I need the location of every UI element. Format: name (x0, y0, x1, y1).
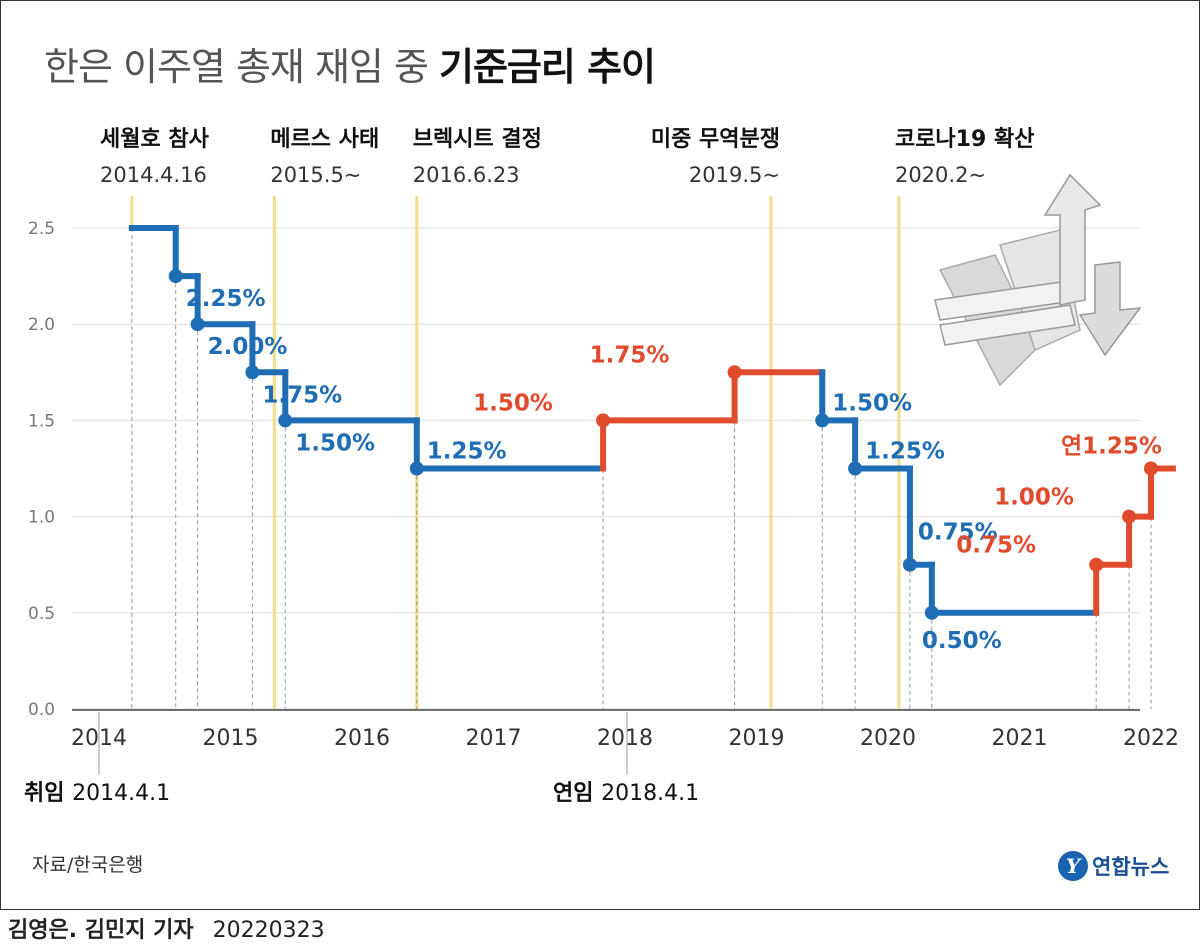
chart-title: 한은 이주열 총재 재임 중 기준금리 추이 (44, 36, 656, 91)
yonhap-logo-text: 연합뉴스 (1092, 855, 1170, 879)
rate-point (815, 413, 830, 428)
chart-frame (0, 0, 1200, 910)
rate-label: 1.00% (994, 485, 1074, 511)
title-light: 한은 이주열 총재 재임 중 (44, 45, 429, 89)
tenure-label-title: 연임 (553, 781, 601, 806)
y-tick-label: 2.5 (28, 219, 55, 239)
event-date: 2020.2~ (895, 163, 986, 187)
tenure-label-date: 2014.4.1 (72, 781, 170, 806)
rate-label: 1.25% (865, 439, 945, 465)
won-illustration-icon (1043, 173, 1102, 306)
event-name: 브렉시트 결정 (413, 127, 542, 152)
credit-line: 김영은. 김민지 기자 20220323 (8, 912, 325, 944)
won-illustration-icon (939, 304, 1076, 346)
rate-point (1144, 461, 1158, 476)
x-tick-label: 2016 (334, 726, 390, 751)
x-tick-label: 2021 (992, 726, 1048, 751)
credit-date: 20220323 (212, 918, 325, 943)
yonhap-logo-icon: Y (1058, 851, 1088, 881)
x-tick-label: 2019 (729, 726, 785, 751)
event-name: 세월호 참사 (100, 127, 210, 152)
rate-label: 1.75% (590, 342, 670, 368)
rate-label: 1.75% (262, 382, 342, 408)
event-date: 2016.6.23 (413, 163, 520, 187)
rate-point (278, 413, 293, 428)
yonhap-logo: Y 연합뉴스 (1058, 846, 1169, 886)
rate-point (168, 269, 183, 284)
rate-label: 2.00% (208, 334, 288, 360)
rate-label: 1.25% (427, 439, 507, 465)
y-tick-label: 0.0 (28, 700, 55, 720)
rate-point (190, 317, 205, 332)
rate-label: 1.50% (832, 390, 912, 416)
y-tick-label: 2.0 (28, 315, 55, 335)
event-name: 메르스 사태 (270, 127, 379, 152)
credit-names: 김영은. 김민지 기자 (8, 918, 194, 943)
x-tick-label: 2022 (1123, 726, 1179, 751)
rate-label: 0.50% (922, 628, 1002, 654)
rate-point (727, 365, 742, 380)
rate-label: 0.75% (918, 520, 998, 546)
tenure-label-date: 2018.4.1 (601, 781, 699, 806)
x-tick-label: 2018 (597, 726, 653, 751)
title-bold: 기준금리 추이 (439, 45, 656, 89)
rate-label: 1.50% (295, 430, 375, 456)
event-name: 코로나19 확산 (895, 127, 1034, 152)
rate-point (902, 557, 917, 572)
y-tick-label: 0.5 (28, 604, 55, 624)
event-date: 2014.4.16 (100, 163, 207, 187)
rate-label: 0.75% (956, 533, 1036, 559)
rate-label: 2.25% (186, 286, 266, 312)
source-note: 자료/한국은행 (32, 854, 144, 876)
rate-point (924, 605, 939, 620)
y-tick-label: 1.0 (28, 508, 55, 528)
event-date: 2015.5~ (270, 163, 361, 187)
event-date: 2019.5~ (689, 163, 780, 187)
rate-point (596, 413, 611, 428)
rate-point (1122, 509, 1137, 524)
rate-point (245, 365, 260, 380)
rate-label: 연1.25% (1061, 434, 1162, 460)
tenure-label: 연임 2018.4.1 (553, 781, 699, 806)
tenure-label-title: 취임 (24, 781, 72, 806)
rate-point (1089, 557, 1104, 572)
y-tick-label: 1.5 (28, 411, 55, 431)
won-illustration-icon (1078, 261, 1142, 357)
rate-point (409, 461, 424, 476)
x-tick-label: 2015 (203, 726, 259, 751)
x-tick-label: 2020 (860, 726, 916, 751)
rate-label: 1.50% (473, 390, 553, 416)
x-tick-label: 2017 (466, 726, 522, 751)
event-name: 미중 무역분쟁 (651, 127, 780, 152)
tenure-label: 취임 2014.4.1 (24, 781, 170, 806)
rate-chart: 0.0 0.5 1.0 1.5 2.0 2.5 세월호 참사 2014.4.16 메르스 사태 2… (24, 127, 1179, 806)
rate-point (848, 461, 863, 476)
